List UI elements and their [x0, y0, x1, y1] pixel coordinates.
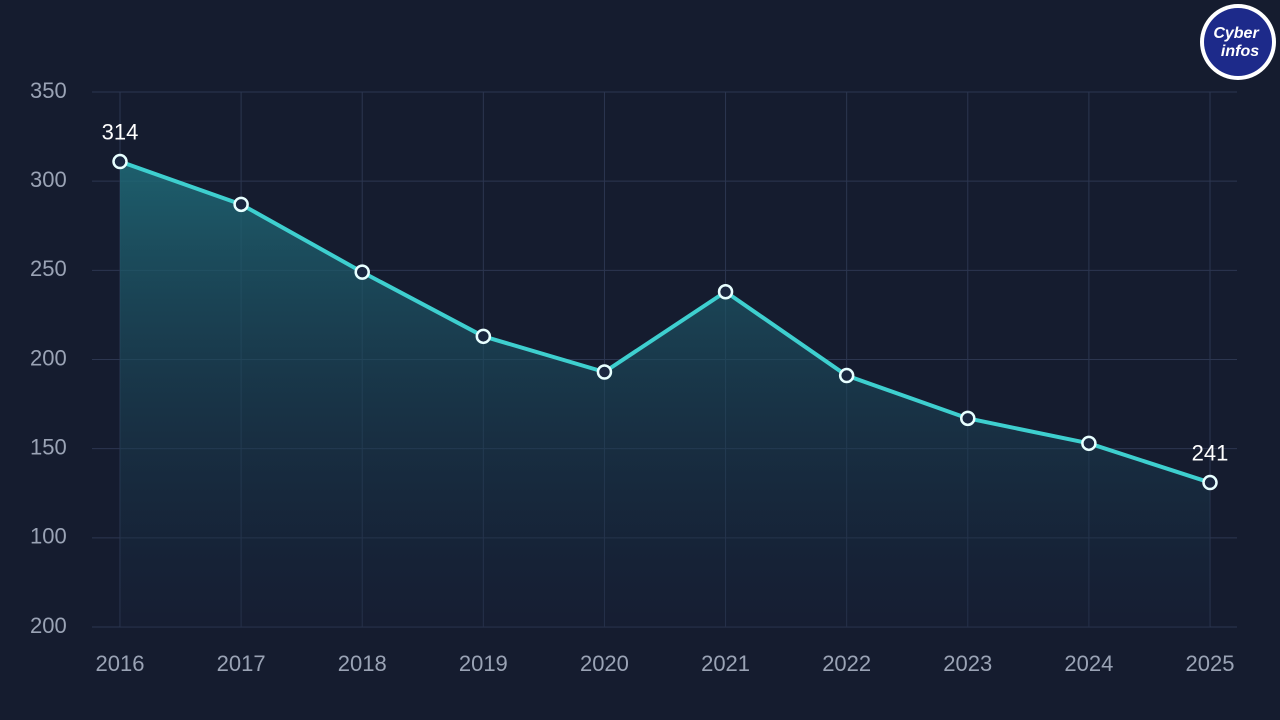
y-tick-label: 200: [30, 613, 67, 638]
x-tick-label: 2021: [701, 651, 750, 676]
x-tick-label: 2023: [943, 651, 992, 676]
logo-disc: [1204, 8, 1272, 76]
annotation: 241: [1192, 440, 1229, 465]
x-tick-label: 2018: [338, 651, 387, 676]
logo-text: infos: [1221, 43, 1259, 60]
point: [1202, 474, 1218, 491]
x-tick-label: 2024: [1064, 651, 1113, 676]
y-tick-label: 100: [30, 524, 67, 549]
x-tick-label: 2017: [217, 651, 266, 676]
point: [112, 153, 128, 170]
line: [119, 159, 1211, 485]
y-tick-label: 250: [30, 256, 67, 281]
point: [233, 196, 249, 213]
area: [120, 161, 1210, 628]
annotation: 314: [102, 119, 139, 144]
point: [1081, 435, 1097, 452]
logo: Cyber infos: [1200, 4, 1276, 80]
point: [717, 283, 734, 300]
x-tick-label: 2016: [96, 651, 145, 676]
point: [960, 410, 976, 427]
y-tick-label: 300: [30, 167, 67, 192]
point: [475, 328, 492, 345]
logo-text: Cyber: [1213, 25, 1259, 42]
point: [354, 264, 370, 280]
y-tick-label: 200: [30, 345, 67, 370]
y-tick-label: 350: [30, 78, 67, 103]
x-tick-label: 2022: [822, 651, 871, 676]
x-tick-label: 2020: [580, 651, 629, 676]
y-tick-label: 150: [30, 434, 67, 459]
point: [838, 367, 855, 384]
x-tick-label: 2019: [459, 651, 508, 676]
x-tick-label: 2025: [1186, 651, 1235, 676]
point: [596, 364, 613, 380]
